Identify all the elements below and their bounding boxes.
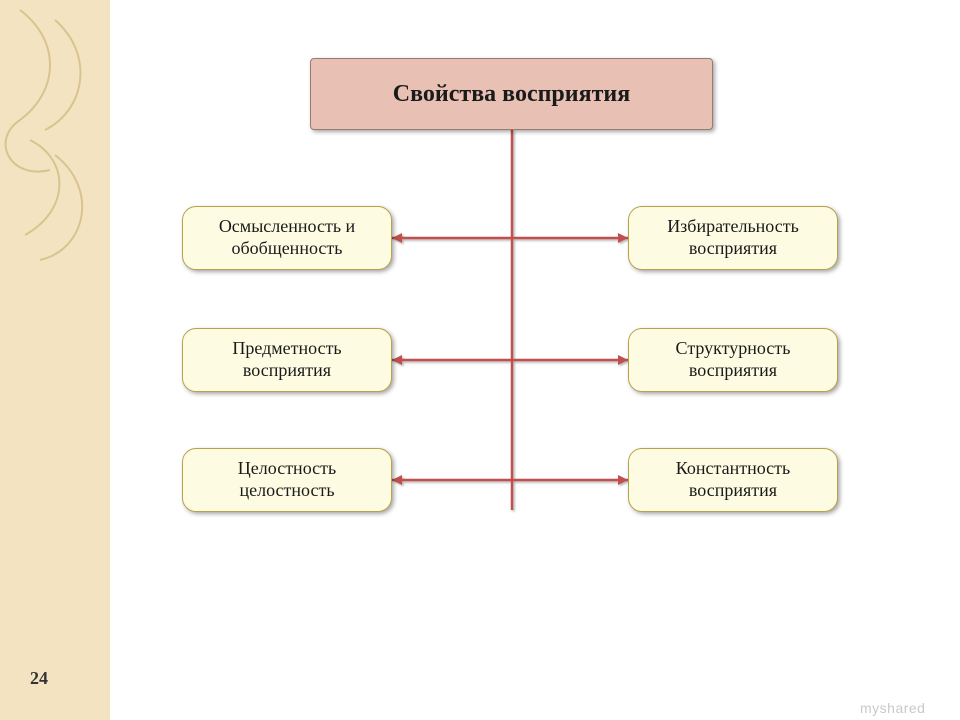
slide: Свойства восприятия Осмысленность и обоб… bbox=[0, 0, 960, 720]
watermark: myshared bbox=[860, 700, 925, 716]
property-label: Предметность восприятия bbox=[191, 338, 383, 381]
property-box-konstantnost: Константность восприятия bbox=[628, 448, 838, 512]
property-label: Целостность целостность bbox=[191, 458, 383, 501]
property-label: Осмысленность и обобщенность bbox=[191, 216, 383, 259]
property-label: Избирательность восприятия bbox=[637, 216, 829, 259]
property-box-celostnost: Целостность целостность bbox=[182, 448, 392, 512]
diagram-title: Свойства восприятия bbox=[310, 58, 713, 130]
property-label: Константность восприятия bbox=[637, 458, 829, 501]
property-box-osmyslennost: Осмысленность и обобщенность bbox=[182, 206, 392, 270]
page-number-text: 24 bbox=[30, 668, 48, 688]
property-box-predmetnost: Предметность восприятия bbox=[182, 328, 392, 392]
property-box-izbiratelnost: Избирательность восприятия bbox=[628, 206, 838, 270]
property-box-strukturnost: Структурность восприятия bbox=[628, 328, 838, 392]
page-number: 24 bbox=[30, 668, 48, 689]
watermark-text: myshared bbox=[860, 700, 925, 716]
diagram-title-text: Свойства восприятия bbox=[393, 80, 630, 109]
property-label: Структурность восприятия bbox=[637, 338, 829, 381]
